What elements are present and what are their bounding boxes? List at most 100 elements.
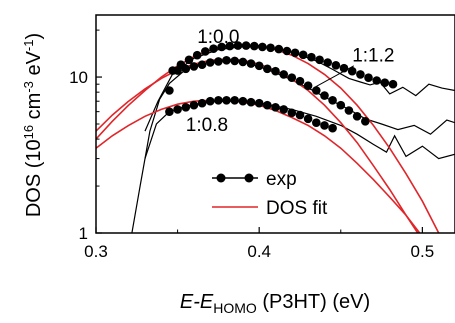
legend-exp-marker-right — [244, 173, 254, 183]
ratio-annotation: 1:0.8 — [186, 115, 228, 136]
y-axis-title-sup3: -1 — [21, 40, 36, 52]
exp-point — [336, 100, 346, 110]
exp-point — [254, 98, 264, 108]
exp-point — [271, 66, 280, 76]
exp-point — [295, 76, 305, 86]
legend-fit-label: DOS fit — [266, 198, 328, 219]
exp-point — [287, 73, 297, 82]
exp-point — [388, 79, 398, 89]
x-axis-title: E-EHOMO (P3HT) (eV) — [180, 291, 370, 316]
exp-point — [189, 62, 199, 71]
y-axis-title: DOS (1016 cm-3 eV-1) — [21, 33, 45, 217]
exp-point — [372, 76, 382, 85]
exp-point — [222, 96, 231, 105]
x-axis-title-sub: HOMO — [213, 300, 257, 316]
exp-point — [263, 64, 272, 74]
exp-point — [176, 60, 186, 69]
exp-point — [312, 118, 321, 127]
exp-point — [238, 57, 248, 67]
exp-point — [328, 123, 337, 133]
exp-point — [238, 96, 248, 106]
exp-point — [361, 117, 370, 126]
exp-point — [201, 47, 210, 56]
exp-point — [250, 41, 259, 51]
exp-point — [214, 57, 223, 66]
exp-point — [214, 96, 223, 105]
exp-point — [241, 41, 251, 50]
exp-point — [320, 121, 329, 130]
exp-point — [287, 108, 297, 118]
exp-point — [279, 105, 289, 114]
exp-point — [347, 66, 357, 76]
exp-point — [225, 41, 235, 51]
exp-point — [279, 70, 289, 79]
exp-point — [323, 58, 333, 67]
exp-point — [307, 52, 316, 62]
exp-point — [165, 107, 174, 116]
y-tick-label: 10 — [69, 68, 88, 87]
annotation-layer: 1:0.0 1:1.2 1:0.8 — [186, 27, 395, 136]
exp-point — [295, 110, 305, 120]
legend: exp DOS fit — [212, 169, 328, 219]
exp-point — [254, 61, 264, 71]
x-tick-label: 0.3 — [84, 242, 108, 261]
exp-point — [298, 50, 308, 60]
exp-point — [356, 70, 365, 79]
exp-point — [168, 66, 177, 75]
exp-point — [246, 97, 256, 107]
y-axis-title-sup2: -3 — [21, 81, 36, 93]
legend-exp-marker-left — [216, 173, 226, 183]
exp-point — [271, 103, 280, 112]
exp-point — [331, 61, 341, 70]
exp-point — [189, 100, 199, 110]
exp-point — [230, 56, 239, 66]
exp-point — [364, 73, 373, 82]
exp-point — [217, 42, 226, 52]
legend-exp-label: exp — [266, 169, 297, 190]
exp-point — [303, 81, 313, 90]
exp-point — [197, 98, 207, 108]
exp-point — [192, 50, 202, 60]
annotation-pointer — [314, 65, 355, 88]
exp-point — [380, 78, 390, 87]
y-axis-title-suffix: ) — [23, 33, 45, 40]
exp-point — [165, 86, 174, 95]
exp-point — [274, 44, 284, 54]
exp-point — [258, 42, 267, 52]
exp-point — [303, 114, 313, 124]
y-tick-label: 1 — [79, 224, 88, 243]
exp-point — [328, 96, 337, 105]
ratio-annotation: 1:0.0 — [197, 27, 239, 48]
exp-point — [282, 46, 292, 56]
ratio-annotation: 1:1.2 — [352, 45, 394, 66]
y-axis-title-mid2: eV — [23, 50, 45, 81]
exp-point — [181, 103, 191, 112]
exp-point — [352, 112, 362, 121]
exp-point — [230, 96, 239, 105]
exp-point — [205, 96, 215, 106]
exp-point — [263, 100, 272, 110]
exp-point — [233, 41, 243, 50]
x-axis-title-suffix: (P3HT) (eV) — [257, 291, 370, 313]
exp-point — [266, 43, 275, 53]
exp-point — [290, 48, 300, 58]
exp-point — [315, 55, 324, 65]
y-axis-title-sup1: 16 — [21, 125, 36, 139]
exp-point — [209, 44, 218, 53]
exp-point — [320, 91, 329, 100]
x-axis-title-prefix: E-E — [180, 291, 214, 313]
exp-point — [205, 58, 215, 67]
exp-point — [197, 60, 207, 69]
x-tick-label: 0.5 — [411, 242, 435, 261]
y-axis-title-mid: cm — [23, 93, 45, 125]
exp-point — [222, 56, 231, 65]
x-tick-label: 0.4 — [247, 242, 271, 261]
exp-point — [312, 86, 321, 95]
exp-point — [246, 59, 256, 68]
exp-point — [344, 106, 354, 115]
tick-layer: 0.3 0.4 0.5 1 10 — [69, 29, 435, 261]
y-axis-title-prefix: DOS (10 — [23, 139, 45, 217]
exp-point — [184, 55, 194, 65]
exp-point — [173, 105, 182, 114]
